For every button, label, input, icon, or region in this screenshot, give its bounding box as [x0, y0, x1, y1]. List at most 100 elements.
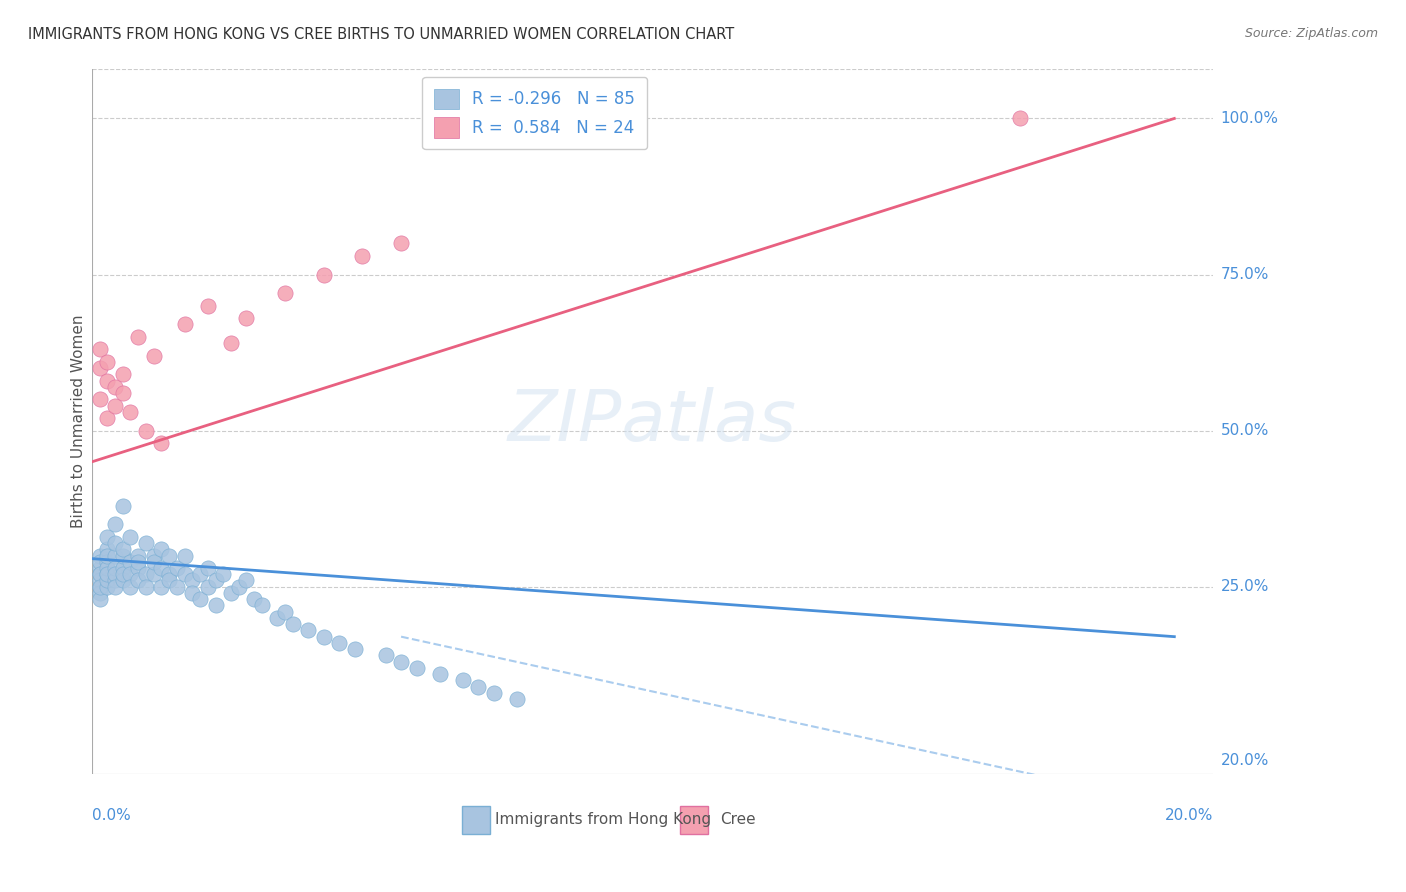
Point	[228, 580, 250, 594]
Point	[312, 630, 335, 644]
Point	[352, 249, 374, 263]
FancyBboxPatch shape	[461, 805, 489, 834]
Text: Cree: Cree	[720, 813, 755, 828]
Point	[111, 549, 134, 563]
Point	[104, 549, 127, 563]
Text: Source: ZipAtlas.com: Source: ZipAtlas.com	[1244, 27, 1378, 40]
Point	[150, 542, 173, 557]
Point	[89, 392, 111, 407]
Point	[142, 349, 165, 363]
Point	[111, 368, 134, 382]
Point	[142, 555, 165, 569]
Point	[89, 592, 111, 607]
Point	[204, 599, 226, 613]
Text: 75.0%: 75.0%	[1220, 267, 1270, 282]
Point	[111, 542, 134, 557]
Point	[89, 555, 111, 569]
Point	[235, 574, 257, 588]
Point	[120, 530, 142, 544]
Point	[181, 586, 204, 600]
Point	[96, 567, 118, 582]
Point	[104, 567, 127, 582]
Point	[104, 517, 127, 532]
Text: 0.0%: 0.0%	[91, 808, 131, 823]
Point	[96, 549, 118, 563]
Point	[89, 549, 111, 563]
Point	[274, 286, 297, 301]
Point	[111, 499, 134, 513]
Point	[250, 599, 273, 613]
Point	[96, 555, 118, 569]
Point	[266, 611, 288, 625]
Point	[297, 624, 319, 638]
Point	[197, 580, 219, 594]
Point	[157, 567, 180, 582]
Point	[150, 436, 173, 450]
Point	[104, 574, 127, 588]
Point	[120, 567, 142, 582]
Point	[89, 343, 111, 357]
Point	[135, 580, 157, 594]
Y-axis label: Births to Unmarried Women: Births to Unmarried Women	[72, 315, 86, 528]
Point	[150, 580, 173, 594]
Point	[157, 549, 180, 563]
Text: IMMIGRANTS FROM HONG KONG VS CREE BIRTHS TO UNMARRIED WOMEN CORRELATION CHART: IMMIGRANTS FROM HONG KONG VS CREE BIRTHS…	[28, 27, 734, 42]
Point	[204, 574, 226, 588]
Point	[328, 636, 350, 650]
Point	[212, 567, 235, 582]
Legend: R = -0.296   N = 85, R =  0.584   N = 24: R = -0.296 N = 85, R = 0.584 N = 24	[422, 77, 647, 149]
FancyBboxPatch shape	[681, 805, 709, 834]
Point	[127, 549, 149, 563]
Point	[127, 330, 149, 344]
Point	[104, 380, 127, 394]
Point	[111, 386, 134, 401]
Point	[111, 574, 134, 588]
Point	[127, 561, 149, 575]
Point	[197, 299, 219, 313]
Text: 100.0%: 100.0%	[1220, 111, 1278, 126]
Point	[219, 586, 242, 600]
Point	[405, 661, 427, 675]
Text: 20.0%: 20.0%	[1220, 753, 1270, 768]
Point	[111, 567, 134, 582]
Point	[389, 655, 412, 669]
Point	[104, 399, 127, 413]
Point	[120, 555, 142, 569]
Point	[96, 411, 118, 425]
Point	[96, 374, 118, 388]
Point	[96, 567, 118, 582]
Point	[281, 617, 304, 632]
Point	[389, 236, 412, 251]
Point	[89, 586, 111, 600]
Point	[374, 648, 396, 663]
Text: ZIPatlas: ZIPatlas	[508, 387, 797, 456]
Point	[89, 580, 111, 594]
Point	[96, 542, 118, 557]
Point	[96, 580, 118, 594]
Point	[96, 355, 118, 369]
Point	[188, 567, 211, 582]
Point	[343, 642, 366, 657]
Point	[127, 574, 149, 588]
Point	[135, 536, 157, 550]
Point	[166, 561, 188, 575]
Text: Immigrants from Hong Kong: Immigrants from Hong Kong	[495, 813, 711, 828]
Text: 20.0%: 20.0%	[1164, 808, 1213, 823]
Point	[96, 561, 118, 575]
Point	[104, 536, 127, 550]
Point	[181, 574, 204, 588]
Point	[89, 580, 111, 594]
Point	[120, 405, 142, 419]
Text: 50.0%: 50.0%	[1220, 423, 1270, 438]
Point	[219, 336, 242, 351]
Point	[111, 561, 134, 575]
Text: 25.0%: 25.0%	[1220, 579, 1270, 594]
Point	[173, 318, 195, 332]
Point	[89, 567, 111, 582]
Point	[506, 692, 529, 706]
Point	[429, 667, 451, 681]
Point	[150, 561, 173, 575]
Point	[197, 561, 219, 575]
Point	[104, 561, 127, 575]
Point	[120, 580, 142, 594]
